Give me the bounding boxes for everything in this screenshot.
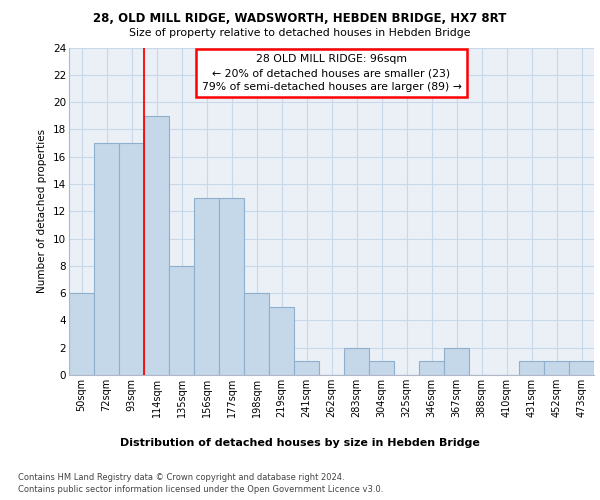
Bar (144, 116, 169, 375)
Bar (519, 362, 544, 375)
Text: Distribution of detached houses by size in Hebden Bridge: Distribution of detached houses by size … (120, 438, 480, 448)
Bar (444, 348, 469, 375)
Bar (569, 362, 594, 375)
Text: Size of property relative to detached houses in Hebden Bridge: Size of property relative to detached ho… (129, 28, 471, 38)
Bar (419, 362, 444, 375)
Bar (69, 293, 94, 375)
Bar (544, 362, 569, 375)
Bar (244, 293, 269, 375)
Bar (219, 198, 244, 375)
Bar (169, 266, 194, 375)
Bar (369, 362, 394, 375)
Y-axis label: Number of detached properties: Number of detached properties (37, 129, 47, 294)
Bar (344, 348, 369, 375)
Bar (94, 143, 119, 375)
Bar (294, 362, 319, 375)
Text: Contains HM Land Registry data © Crown copyright and database right 2024.: Contains HM Land Registry data © Crown c… (18, 472, 344, 482)
Bar (269, 307, 294, 375)
Text: 28, OLD MILL RIDGE, WADSWORTH, HEBDEN BRIDGE, HX7 8RT: 28, OLD MILL RIDGE, WADSWORTH, HEBDEN BR… (94, 12, 506, 26)
Bar (119, 143, 144, 375)
Bar (194, 198, 219, 375)
Text: 28 OLD MILL RIDGE: 96sqm
← 20% of detached houses are smaller (23)
79% of semi-d: 28 OLD MILL RIDGE: 96sqm ← 20% of detach… (202, 54, 461, 92)
Text: Contains public sector information licensed under the Open Government Licence v3: Contains public sector information licen… (18, 485, 383, 494)
